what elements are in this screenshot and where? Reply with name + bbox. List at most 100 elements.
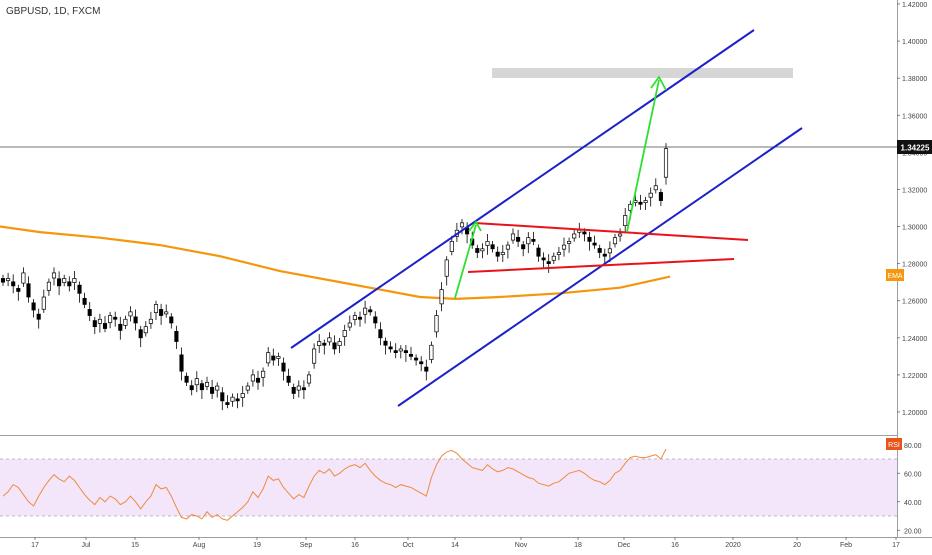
candle[interactable] (383, 337, 388, 355)
candle[interactable] (204, 376, 210, 391)
candle[interactable] (490, 241, 495, 253)
candle[interactable] (419, 356, 424, 372)
candle[interactable] (143, 321, 148, 337)
candle[interactable] (255, 370, 261, 390)
impulse-arrow-line[interactable] (454, 224, 477, 299)
candle[interactable] (92, 316, 97, 335)
candle[interactable] (194, 371, 199, 393)
channel-upper-line[interactable] (290, 29, 755, 349)
candle[interactable] (230, 393, 235, 407)
candle[interactable] (327, 332, 332, 346)
candle[interactable] (36, 308, 41, 329)
candle[interactable] (480, 243, 485, 259)
candle[interactable] (11, 274, 16, 294)
candle[interactable] (531, 231, 536, 246)
candle[interactable] (179, 347, 184, 381)
candle[interactable] (153, 300, 159, 321)
candle[interactable] (169, 313, 174, 329)
candle[interactable] (184, 372, 189, 387)
candle[interactable] (123, 315, 128, 330)
candle[interactable] (597, 244, 602, 259)
candle[interactable] (337, 337, 342, 354)
candle[interactable] (6, 272, 11, 287)
rsi-badge[interactable] (886, 438, 902, 450)
triangle-upper-line[interactable] (474, 222, 749, 241)
target-arrow-line[interactable] (626, 79, 660, 233)
time-axis[interactable]: 17 Jul 15 Aug 19 Sep 16 Oct 14 Nov 18 Dec 16 2020 20 Fe… (0, 537, 932, 550)
candle[interactable] (357, 311, 363, 327)
candle[interactable] (72, 271, 77, 290)
candle[interactable] (459, 219, 465, 235)
candle[interactable] (602, 248, 607, 264)
candle[interactable] (424, 359, 429, 381)
candle[interactable] (648, 187, 653, 207)
candle[interactable] (286, 368, 291, 387)
candle[interactable] (174, 325, 179, 349)
candle[interactable] (77, 281, 82, 303)
candle[interactable] (561, 237, 567, 257)
triangle-lower-line[interactable] (467, 258, 735, 273)
candle[interactable] (623, 208, 628, 234)
candle[interactable] (403, 345, 408, 362)
candle[interactable] (271, 348, 276, 366)
price-pane[interactable]: GBPUSD, 1D, FXCM (0, 0, 897, 434)
candle[interactable] (26, 276, 31, 303)
candle[interactable] (322, 339, 327, 355)
candle[interactable] (551, 252, 556, 265)
candle[interactable] (439, 282, 444, 312)
candle[interactable] (97, 313, 102, 333)
candle[interactable] (638, 194, 643, 210)
candle[interactable] (245, 382, 250, 394)
candle[interactable] (510, 228, 516, 244)
candle[interactable] (567, 237, 572, 253)
candle[interactable] (199, 379, 204, 400)
candle[interactable] (225, 395, 230, 409)
candle[interactable] (164, 304, 169, 318)
candle[interactable] (546, 254, 551, 273)
candle[interactable] (62, 274, 67, 287)
candle[interactable] (444, 256, 449, 286)
candle[interactable] (618, 228, 623, 242)
candle[interactable] (526, 232, 531, 254)
candle[interactable] (475, 244, 480, 259)
candle[interactable] (41, 289, 46, 313)
candle[interactable] (495, 246, 500, 262)
candle[interactable] (133, 309, 138, 331)
candle[interactable] (352, 311, 357, 326)
candle[interactable] (516, 229, 521, 247)
candle[interactable] (408, 346, 414, 361)
candle[interactable] (250, 369, 255, 387)
ema-line[interactable] (0, 225, 671, 301)
candle[interactable] (21, 267, 26, 287)
candle[interactable] (138, 325, 143, 348)
candle[interactable] (485, 233, 490, 255)
candle[interactable] (541, 252, 546, 268)
candle[interactable] (388, 341, 393, 353)
candle[interactable] (291, 383, 296, 400)
candle[interactable] (505, 241, 510, 259)
candle[interactable] (148, 311, 153, 329)
candle[interactable] (189, 380, 194, 396)
candle[interactable] (261, 367, 266, 387)
candle[interactable] (281, 357, 286, 381)
candle[interactable] (612, 233, 618, 248)
price-axis[interactable]: 1.420001.400001.380001.360001.340001.320… (886, 0, 932, 537)
candle[interactable] (414, 354, 419, 366)
candle[interactable] (240, 386, 245, 407)
candle[interactable] (521, 241, 526, 257)
candle[interactable] (572, 228, 577, 242)
candle[interactable] (31, 299, 36, 318)
candle[interactable] (235, 393, 240, 409)
candle[interactable] (159, 303, 164, 325)
candle[interactable] (347, 315, 352, 331)
candle[interactable] (429, 341, 434, 364)
candle[interactable] (653, 178, 658, 194)
candle[interactable] (592, 235, 597, 249)
candle[interactable] (536, 244, 541, 262)
candle[interactable] (393, 343, 398, 359)
candle[interactable] (363, 300, 368, 324)
candle[interactable] (51, 267, 57, 286)
channel-lower-line[interactable] (397, 127, 803, 407)
candle[interactable] (587, 231, 592, 251)
